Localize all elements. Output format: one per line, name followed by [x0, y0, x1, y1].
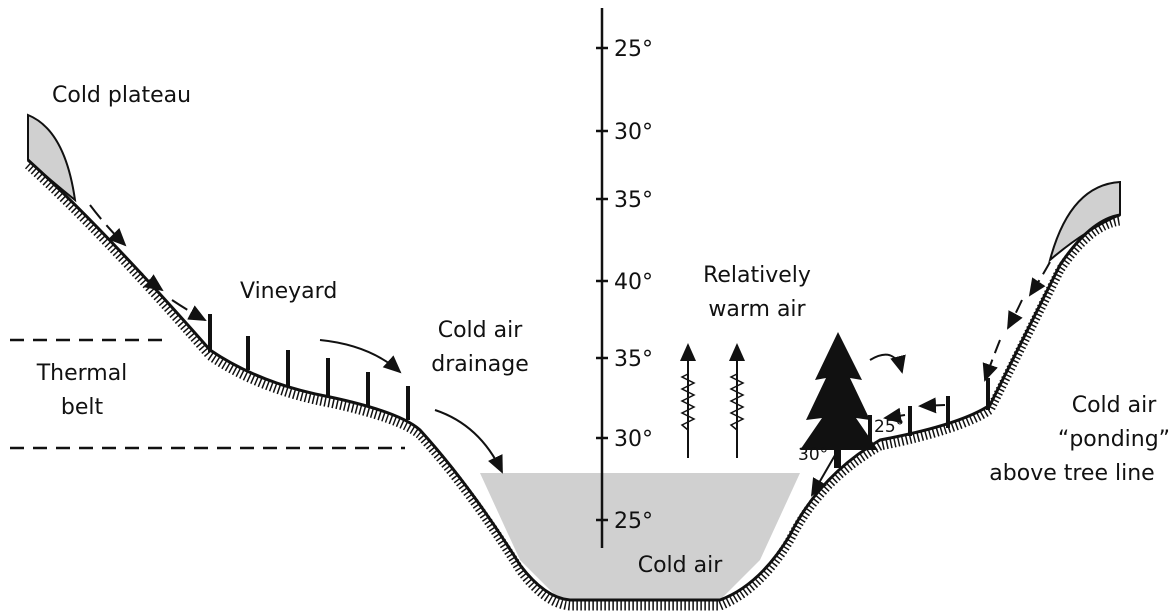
air-arrows	[89, 204, 1051, 497]
label: above tree line	[989, 461, 1154, 486]
terrain	[26, 158, 1121, 602]
label: 30°	[798, 445, 828, 465]
label: Cold air	[638, 553, 723, 578]
scale-label: 25°	[614, 37, 653, 62]
label: Cold plateau	[52, 83, 191, 108]
tree	[800, 332, 878, 468]
scale-label: 35°	[614, 188, 653, 213]
wavy-lines	[680, 373, 745, 431]
scale-label: 35°	[614, 347, 653, 372]
vine-posts	[208, 314, 990, 443]
label: Cold air	[1072, 393, 1157, 418]
scale-label: 30°	[614, 120, 653, 145]
scale-label: 40°	[614, 270, 653, 295]
scale-label: 30°	[614, 427, 653, 452]
label: Relatively	[703, 263, 811, 288]
scale-ticks	[596, 46, 608, 522]
cold-air-pool	[480, 473, 800, 600]
label: warm air	[708, 297, 806, 322]
label: 25°	[874, 417, 904, 437]
scale-label: 25°	[614, 509, 653, 534]
label: Thermal	[36, 361, 128, 386]
label: Cold air	[438, 318, 523, 343]
label: drainage	[431, 352, 529, 377]
plateau-cold-right	[1048, 180, 1121, 263]
label: belt	[61, 395, 104, 420]
label: “ponding”	[1058, 427, 1170, 452]
label: Vineyard	[240, 279, 337, 304]
